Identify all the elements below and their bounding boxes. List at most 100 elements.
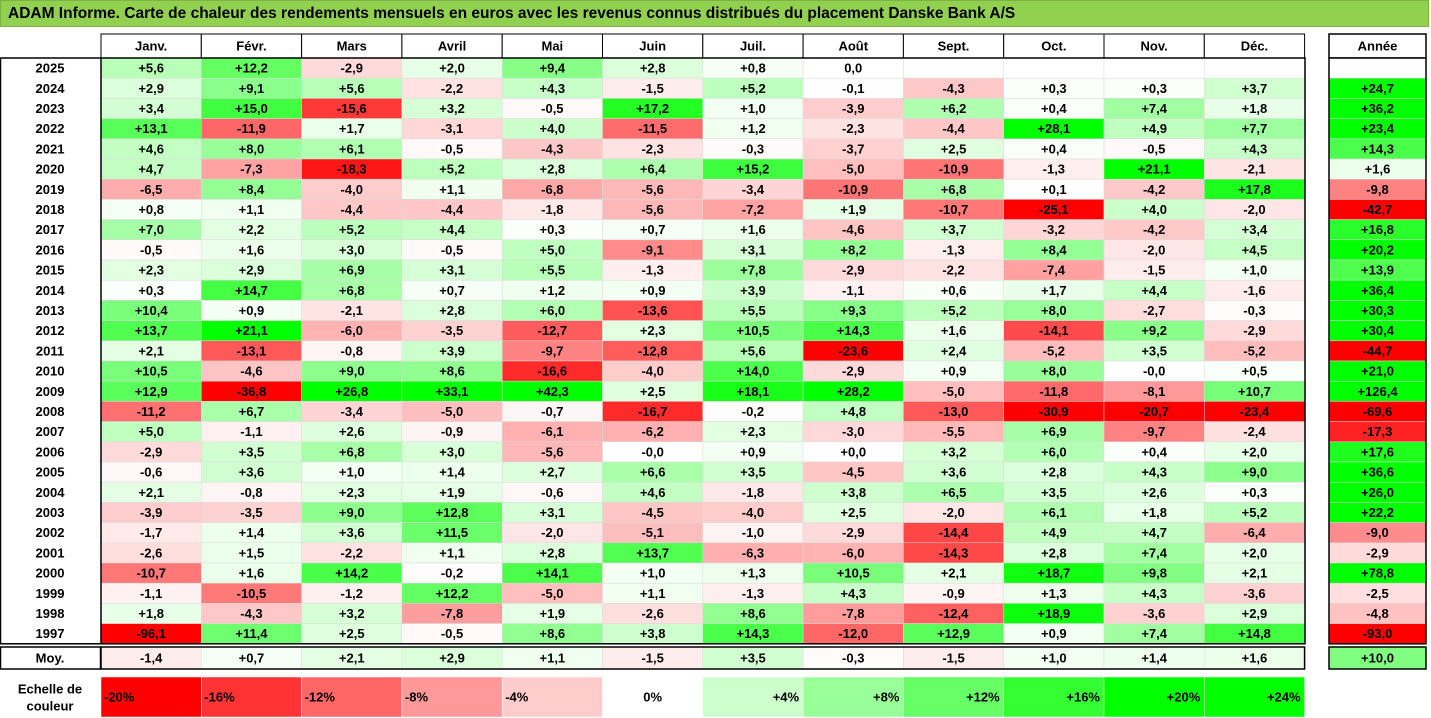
heatmap-cell-value: +3,9 (740, 283, 766, 298)
legend-swatch-label: -8% (405, 690, 429, 705)
heatmap-cell-value: +12,2 (235, 61, 268, 76)
heatmap-cell-value: +3,8 (840, 485, 866, 500)
heatmap-cell-value: +1,6 (239, 242, 265, 257)
heatmap-cell-value: +15,2 (736, 162, 769, 177)
heatmap-cell-value: +12,8 (436, 505, 469, 520)
heatmap-cell-value: -11,2 (137, 404, 166, 419)
average-annual-cell (1328, 646, 1427, 670)
heatmap-cell-value: +0,8 (740, 61, 766, 76)
heatmap-cell-value: +8,4 (1041, 242, 1067, 257)
annual-cell-value: -2,5 (1366, 586, 1388, 601)
heatmap-cell-value: -0,5 (140, 242, 162, 257)
heatmap-cell-value: -6,1 (541, 424, 563, 439)
year-total-header-label: Année (1358, 39, 1398, 54)
heatmap-cell-value: -5,5 (942, 424, 964, 439)
heatmap-cell-value: 0,0 (844, 61, 862, 76)
annual-border (1328, 57, 1427, 645)
annual-cell-value: -44,7 (1363, 343, 1393, 358)
heatmap-cell-value: +2,3 (138, 263, 164, 278)
heatmap-cell-value: +0,9 (1041, 626, 1067, 641)
heatmap-cell-value: -2,9 (842, 525, 864, 540)
heatmap-cell-value: +3,9 (439, 343, 465, 358)
heatmap-cell-value: +7,4 (1141, 626, 1167, 641)
heatmap-cell-value: -12,7 (538, 323, 568, 338)
heatmap-cell-value: -4,6 (240, 364, 262, 379)
month-header-cell (1203, 33, 1306, 59)
heatmap-cell-value: +1,0 (740, 101, 766, 116)
heatmap-cell-value: +3,7 (941, 222, 967, 237)
heatmap-cell-value: -2,9 (842, 364, 864, 379)
legend-swatch-label: +24% (1267, 690, 1301, 705)
legend-swatch (1003, 676, 1105, 718)
heatmap-cell-value: +0,1 (1041, 182, 1067, 197)
heatmap-cell-value: -0,0 (1143, 364, 1165, 379)
heatmap-cell-value: +1,7 (339, 121, 365, 136)
heatmap-cell-value: +4,4 (439, 222, 465, 237)
average-annual-value: +10,0 (1361, 651, 1394, 666)
heatmap-cell-value: -2,6 (641, 606, 663, 621)
heatmap-cell-value: +12,9 (937, 626, 970, 641)
average-cell-value: -1,5 (641, 651, 663, 666)
heatmap-cell-value: -9,7 (1143, 424, 1165, 439)
heatmap-cell-value: -3,6 (1143, 606, 1165, 621)
heatmap-cell-value: -4,4 (942, 121, 965, 136)
heatmap-cell-value: +33,1 (436, 384, 469, 399)
heatmap-cell-value: +5,2 (740, 81, 766, 96)
heatmap-cell-value: +10,5 (135, 364, 168, 379)
heatmap-cell-value: +2,8 (439, 303, 465, 318)
heatmap-cell-value: +6,5 (941, 485, 967, 500)
average-cell-value: -1,5 (942, 651, 964, 666)
heatmap-cell-value: -0,5 (441, 626, 463, 641)
heatmap-cell-value: -3,5 (441, 323, 463, 338)
heatmap-cell-value: +4,0 (540, 121, 566, 136)
heatmap-cell-value: -5,2 (1243, 343, 1265, 358)
heatmap-cell-value: -11,9 (237, 121, 266, 136)
heatmap-cell-value: +10,4 (135, 303, 169, 318)
heatmap-cell-value: -2,0 (1243, 202, 1265, 217)
annual-cell (1328, 57, 1427, 79)
annual-cell-value: +26,0 (1361, 485, 1394, 500)
heatmap-cell-value: -1,1 (140, 586, 162, 601)
heatmap-cell-value: -3,2 (1043, 222, 1065, 237)
heatmap-cell-value: -1,2 (341, 586, 363, 601)
heatmap-cell-value: -3,9 (842, 101, 864, 116)
heatmap-cell-value: +4,3 (840, 586, 866, 601)
heatmap-cell-value: +0,3 (138, 283, 164, 298)
heatmap-cell-value: +4,3 (540, 81, 566, 96)
heatmap-cell-value: +4,3 (1242, 141, 1268, 156)
heatmap-cell-value: +1,3 (740, 566, 766, 581)
heatmap-cell-value: +0,7 (640, 222, 666, 237)
month-header-label: Mars (337, 39, 367, 54)
heatmap-cell-value: +8,6 (540, 626, 566, 641)
heatmap-cell-value: -1,8 (742, 485, 764, 500)
heatmap-cell-value: -4,5 (641, 505, 663, 520)
heatmap-cell-value: -5,0 (842, 162, 864, 177)
month-header-label: Déc. (1241, 39, 1268, 54)
legend-swatch-label: -16% (204, 690, 235, 705)
annual-cell-value: +22,2 (1361, 505, 1394, 520)
heatmap-cell-value: +7,8 (740, 263, 766, 278)
heatmap-cell-value: +9,1 (239, 81, 265, 96)
annual-cell-value: -17,3 (1363, 424, 1393, 439)
annual-cell-value: +30,3 (1361, 303, 1394, 318)
heatmap-cell-value: +4,6 (640, 485, 666, 500)
chart-title: ADAM Informe. Carte de chaleur des rende… (0, 0, 1429, 27)
heatmap-cell-value: -30,9 (1039, 404, 1069, 419)
heatmap-cell-value: -23,6 (838, 343, 868, 358)
heatmap-cell-value: -1,3 (1043, 162, 1065, 177)
annual-cell-value: +126,4 (1357, 384, 1398, 399)
heatmap-cell-value: +2,5 (640, 384, 666, 399)
heatmap-cell-value: -1,1 (842, 283, 864, 298)
annual-cell-value: -9,0 (1366, 525, 1388, 540)
annual-cell-value: -69,6 (1363, 404, 1393, 419)
heatmap-cell-value: +4,8 (840, 404, 866, 419)
heatmap-cell-value: -25,1 (1039, 202, 1069, 217)
heatmap-cell-value: -14,1 (1039, 323, 1069, 338)
heatmap-cell-value: +1,3 (1041, 586, 1067, 601)
month-header-label: Juil. (740, 39, 766, 54)
year-label: 2003 (36, 505, 65, 520)
annual-cell-value: +36,2 (1361, 101, 1394, 116)
heatmap-cell-value: -5,0 (942, 384, 964, 399)
heatmap-cell-value: +6,0 (1041, 444, 1067, 459)
